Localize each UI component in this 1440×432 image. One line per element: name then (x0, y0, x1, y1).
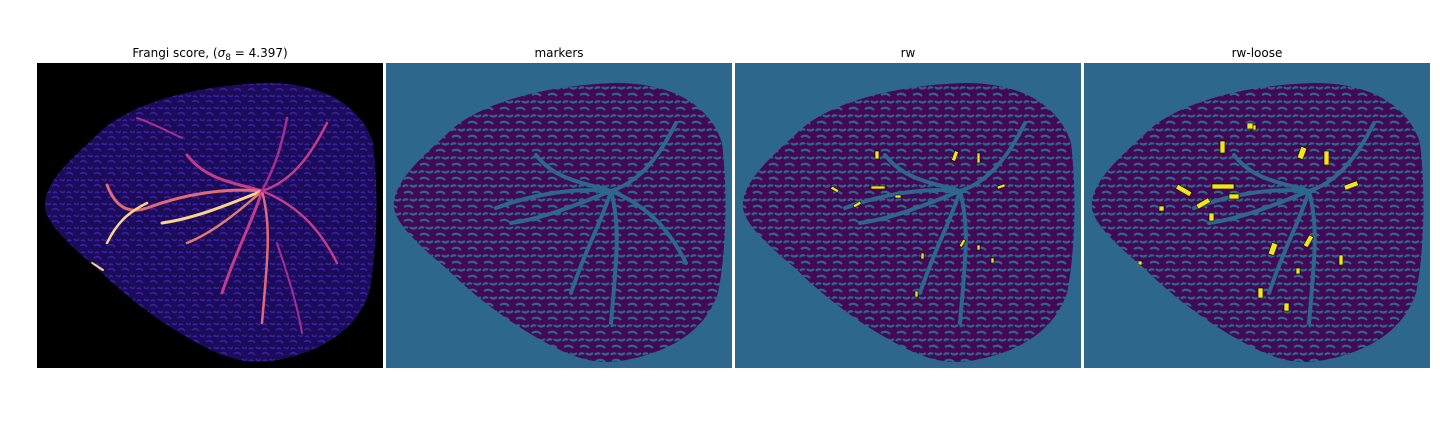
frangi-score-image (37, 63, 383, 368)
rw-panel-title: rw (900, 46, 916, 60)
frangi-vessels (91, 116, 339, 334)
rw-loose-image (1084, 63, 1430, 368)
rw-loose-panel-title: rw-loose (1231, 46, 1283, 60)
frangi-title-suffix: = 4.397) (230, 46, 288, 60)
frangi-title-prefix: Frangi score, ( (132, 46, 218, 60)
markers-vessel-paths (494, 121, 688, 325)
markers-canvas (386, 63, 732, 368)
frangi-canvas (37, 63, 383, 368)
rw-canvas (735, 63, 1081, 368)
sigma-subscript: 8 (225, 53, 231, 63)
sigma-symbol: σ (217, 46, 226, 60)
markers-panel-title: markers (534, 46, 584, 60)
markers-image (386, 63, 732, 368)
rw-loose-canvas (1084, 63, 1430, 368)
rw-image (735, 63, 1081, 368)
frangi-panel-title: Frangi score, (σ8 = 4.397) (37, 45, 383, 66)
rw-highlight-segments (830, 150, 1006, 298)
rw-loose-highlight-segments (1137, 122, 1359, 312)
